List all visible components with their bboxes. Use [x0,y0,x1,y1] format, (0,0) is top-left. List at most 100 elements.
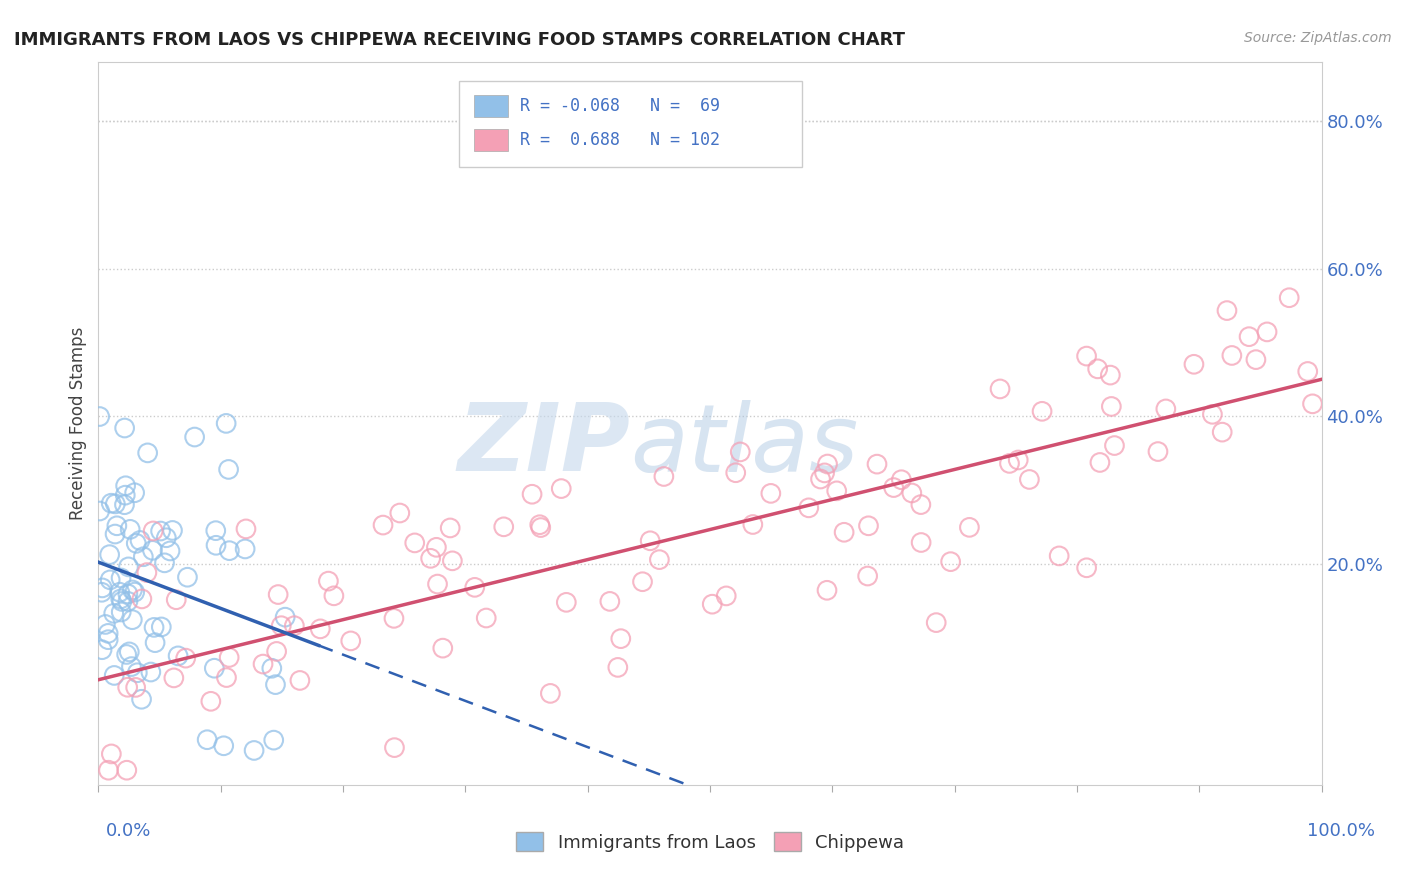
Point [149,524,172,538]
Point [115,648,138,662]
Point [550,482,572,496]
Point [1018,473,1040,487]
Point [1088,455,1111,469]
Point [339,634,361,648]
Point [309,622,332,636]
Point [1147,444,1170,458]
Point [441,554,464,568]
Point [810,472,832,486]
Point [1182,357,1205,371]
Point [813,466,835,480]
Point [1296,364,1319,378]
Point [1031,404,1053,418]
Point [120,522,142,536]
Point [382,611,405,625]
Point [432,641,454,656]
Point [1076,561,1098,575]
Point [212,739,235,753]
Point [125,536,148,550]
Text: 100.0%: 100.0% [1308,822,1375,840]
Point [741,517,763,532]
Text: atlas: atlas [630,400,859,491]
Point [176,570,198,584]
Point [797,500,820,515]
FancyBboxPatch shape [474,95,508,117]
Point [90,585,112,599]
Point [1220,348,1243,362]
Point [97,763,120,777]
Point [111,594,134,608]
Point [270,618,292,632]
Point [114,421,136,435]
Point [205,538,228,552]
Point [124,485,146,500]
Point [815,583,838,598]
Point [132,549,155,564]
Point [606,660,628,674]
Point [108,585,131,599]
Point [730,445,752,459]
Point [117,680,139,694]
Point [98,573,121,587]
Point [97,632,120,647]
Point [1237,329,1260,343]
Point [384,740,406,755]
Point [159,544,181,558]
Point [856,569,879,583]
Point [200,694,222,708]
Point [100,496,122,510]
Point [825,483,848,498]
Point [89,504,111,518]
Point [100,747,122,761]
Point [267,588,290,602]
Point [283,618,305,632]
Point [1104,439,1126,453]
Point [759,486,782,500]
Point [141,543,163,558]
Point [174,651,197,665]
Point [1154,401,1177,416]
Point [426,577,449,591]
Point [599,594,621,608]
Point [110,571,132,585]
Point [716,589,738,603]
Point [195,732,218,747]
Point [127,665,149,680]
Point [439,521,461,535]
Point [114,479,136,493]
Point [555,595,578,609]
Point [103,668,125,682]
Point [1216,303,1239,318]
Point [957,520,980,534]
Point [150,620,173,634]
Point [529,517,551,532]
Point [1211,425,1233,439]
Point [162,524,184,538]
Point [988,382,1011,396]
Point [266,644,288,658]
Point [117,594,139,608]
Point [218,462,240,476]
Text: Source: ZipAtlas.com: Source: ZipAtlas.com [1244,31,1392,45]
Point [139,665,162,679]
Point [702,597,724,611]
Point [1076,349,1098,363]
Y-axis label: Receiving Food Stamps: Receiving Food Stamps [69,327,87,520]
Point [1201,407,1223,421]
Point [115,763,138,777]
Point [388,506,411,520]
Point [110,591,132,606]
Point [263,733,285,747]
Point [163,671,186,685]
Point [638,533,661,548]
Point [105,518,128,533]
Point [204,524,226,538]
Point [939,555,962,569]
Point [103,607,125,621]
Point [155,531,177,545]
Point [131,692,153,706]
Point [98,548,121,562]
Text: IMMIGRANTS FROM LAOS VS CHIPPEWA RECEIVING FOOD STAMPS CORRELATION CHART: IMMIGRANTS FROM LAOS VS CHIPPEWA RECEIVI… [14,31,905,49]
Point [120,659,142,673]
Point [901,486,924,500]
